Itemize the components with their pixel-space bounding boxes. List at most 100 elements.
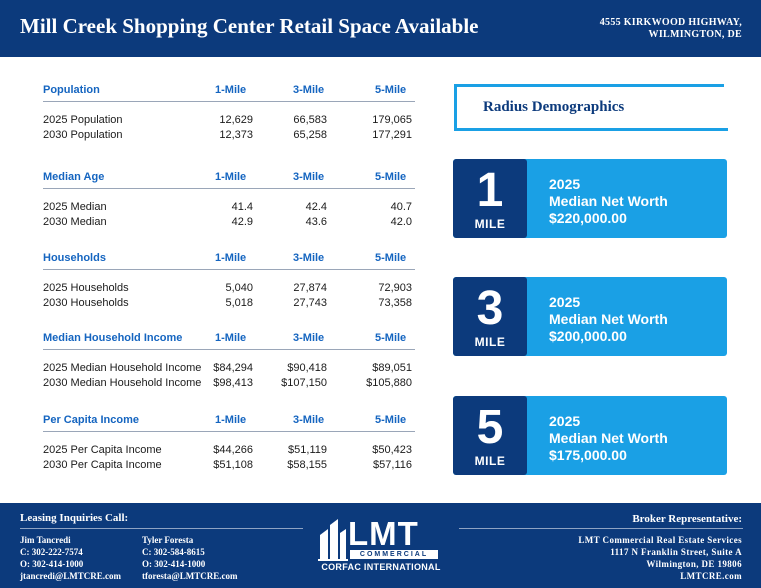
net-worth-year: 2025 (549, 413, 581, 429)
row-label: 2030 Households (43, 297, 129, 309)
broker-representative-title: Broker Representative: (632, 513, 742, 525)
net-worth-value: $200,000.00 (549, 328, 627, 344)
value-1-mile: 12,373 (219, 129, 253, 141)
logo-tagline: CORFAC INTERNATIONAL (321, 562, 441, 572)
value-3-mile: 65,258 (293, 129, 327, 141)
value-1-mile: 42.9 (231, 216, 253, 228)
contact-jim-tancredi: Jim Tancredi C: 302-222-7574 O: 302-414-… (20, 534, 121, 582)
value-3-mile: 43.6 (305, 216, 327, 228)
divider (459, 528, 743, 529)
col-3-mile: 3-Mile (293, 414, 325, 426)
row-label: 2030 Per Capita Income (43, 459, 162, 471)
radius-unit: MILE (474, 454, 506, 468)
value-1-mile: 41.4 (231, 201, 253, 213)
value-1-mile: $98,413 (213, 377, 253, 389)
row-label: 2030 Population (43, 129, 123, 141)
col-5-mile: 5-Mile (375, 332, 407, 344)
radius-unit: MILE (474, 335, 506, 349)
radius-badge: 5 MILE (453, 396, 527, 475)
firm-website[interactable]: LMTCRE.com (680, 571, 742, 581)
section-header: Population 1-Mile 3-Mile 5-Mile (43, 84, 415, 102)
value-5-mile: $50,423 (372, 444, 412, 456)
value-5-mile: 40.7 (390, 201, 412, 213)
value-1-mile: $51,108 (213, 459, 253, 471)
contact-name: Tyler Foresta (142, 535, 194, 545)
firm-street: 1117 N Franklin Street, Suite A (610, 547, 742, 557)
net-worth-info: 2025 Median Net Worth $200,000.00 (549, 294, 668, 345)
header-bar: Mill Creek Shopping Center Retail Space … (0, 0, 761, 57)
contact-office[interactable]: O: 302-414-1000 (142, 559, 206, 569)
value-3-mile: $51,119 (288, 444, 327, 456)
property-address: 4555 KIRKWOOD HIGHWAY, WILMINGTON, DE (600, 17, 742, 41)
radius-badge: 3 MILE (453, 277, 527, 356)
col-1-mile: 1-Mile (215, 84, 247, 96)
value-1-mile: 5,018 (225, 297, 253, 309)
value-1-mile: $84,294 (213, 362, 253, 374)
contact-cell[interactable]: C: 302-222-7574 (20, 547, 83, 557)
table-row: 2025 Per Capita Income $44,266 $51,119 $… (43, 444, 415, 459)
median-household-income-section: Median Household Income 1-Mile 3-Mile 5-… (43, 332, 415, 392)
value-3-mile: 27,743 (293, 297, 327, 309)
section-heading: Median Household Income (43, 332, 183, 344)
col-5-mile: 5-Mile (375, 414, 407, 426)
value-3-mile: $90,418 (287, 362, 327, 374)
value-3-mile: $107,150 (281, 377, 327, 389)
table-row: 2025 Households 5,040 27,874 72,903 (43, 282, 415, 297)
value-1-mile: $44,266 (213, 444, 253, 456)
contact-email[interactable]: tforesta@LMTCRE.com (142, 571, 238, 581)
per-capita-income-section: Per Capita Income 1-Mile 3-Mile 5-Mile 2… (43, 414, 415, 474)
net-worth-metric: Median Net Worth (549, 311, 668, 327)
net-worth-card-3-mile: 3 MILE 2025 Median Net Worth $200,000.00 (453, 277, 727, 356)
net-worth-info: 2025 Median Net Worth $220,000.00 (549, 176, 668, 227)
contact-cell[interactable]: C: 302-584-8615 (142, 547, 205, 557)
value-3-mile: 27,874 (293, 282, 327, 294)
col-1-mile: 1-Mile (215, 414, 247, 426)
row-label: 2025 Per Capita Income (43, 444, 162, 456)
value-5-mile: 179,065 (372, 114, 412, 126)
population-section: Population 1-Mile 3-Mile 5-Mile 2025 Pop… (43, 84, 415, 144)
address-line-2: WILMINGTON, DE (648, 29, 742, 40)
net-worth-value: $175,000.00 (549, 447, 627, 463)
col-3-mile: 3-Mile (293, 171, 325, 183)
section-header: Households 1-Mile 3-Mile 5-Mile (43, 252, 415, 270)
net-worth-year: 2025 (549, 294, 581, 310)
contact-email[interactable]: jtancredi@LMTCRE.com (20, 571, 121, 581)
section-header: Median Age 1-Mile 3-Mile 5-Mile (43, 171, 415, 189)
value-3-mile: 42.4 (305, 201, 327, 213)
value-5-mile: $105,880 (366, 377, 412, 389)
footer-bar: Leasing Inquiries Call: Jim Tancredi C: … (0, 503, 761, 588)
col-1-mile: 1-Mile (215, 332, 247, 344)
col-3-mile: 3-Mile (293, 332, 325, 344)
section-heading: Households (43, 252, 106, 264)
row-label: 2025 Population (43, 114, 123, 126)
radius-unit: MILE (474, 217, 506, 231)
net-worth-card-1-mile: 1 MILE 2025 Median Net Worth $220,000.00 (453, 159, 727, 238)
col-1-mile: 1-Mile (215, 252, 247, 264)
row-label: 2025 Households (43, 282, 129, 294)
row-label: 2030 Median (43, 216, 107, 228)
net-worth-value: $220,000.00 (549, 210, 627, 226)
logo-subtitle: COMMERCIAL (350, 550, 438, 559)
net-worth-metric: Median Net Worth (549, 430, 668, 446)
logo-wordmark: LMT (348, 515, 419, 552)
col-5-mile: 5-Mile (375, 252, 407, 264)
leasing-inquiries-title: Leasing Inquiries Call: (20, 512, 129, 524)
col-5-mile: 5-Mile (375, 171, 407, 183)
value-5-mile: 177,291 (372, 129, 412, 141)
value-5-mile: 73,358 (378, 297, 412, 309)
radius-demographics-title: Radius Demographics (483, 99, 625, 115)
households-section: Households 1-Mile 3-Mile 5-Mile 2025 Hou… (43, 252, 415, 312)
value-1-mile: 5,040 (225, 282, 253, 294)
col-3-mile: 3-Mile (293, 84, 325, 96)
net-worth-info: 2025 Median Net Worth $175,000.00 (549, 413, 668, 464)
contact-office[interactable]: O: 302-414-1000 (20, 559, 84, 569)
lmt-commercial-logo: LMT COMMERCIAL CORFAC INTERNATIONAL (318, 515, 444, 577)
section-header: Median Household Income 1-Mile 3-Mile 5-… (43, 332, 415, 350)
row-label: 2025 Median (43, 201, 107, 213)
median-age-section: Median Age 1-Mile 3-Mile 5-Mile 2025 Med… (43, 171, 415, 231)
table-row: 2025 Population 12,629 66,583 179,065 (43, 114, 415, 129)
row-label: 2030 Median Household Income (43, 377, 202, 389)
divider (20, 528, 303, 529)
radius-number: 5 (476, 401, 504, 454)
net-worth-card-5-mile: 5 MILE 2025 Median Net Worth $175,000.00 (453, 396, 727, 475)
